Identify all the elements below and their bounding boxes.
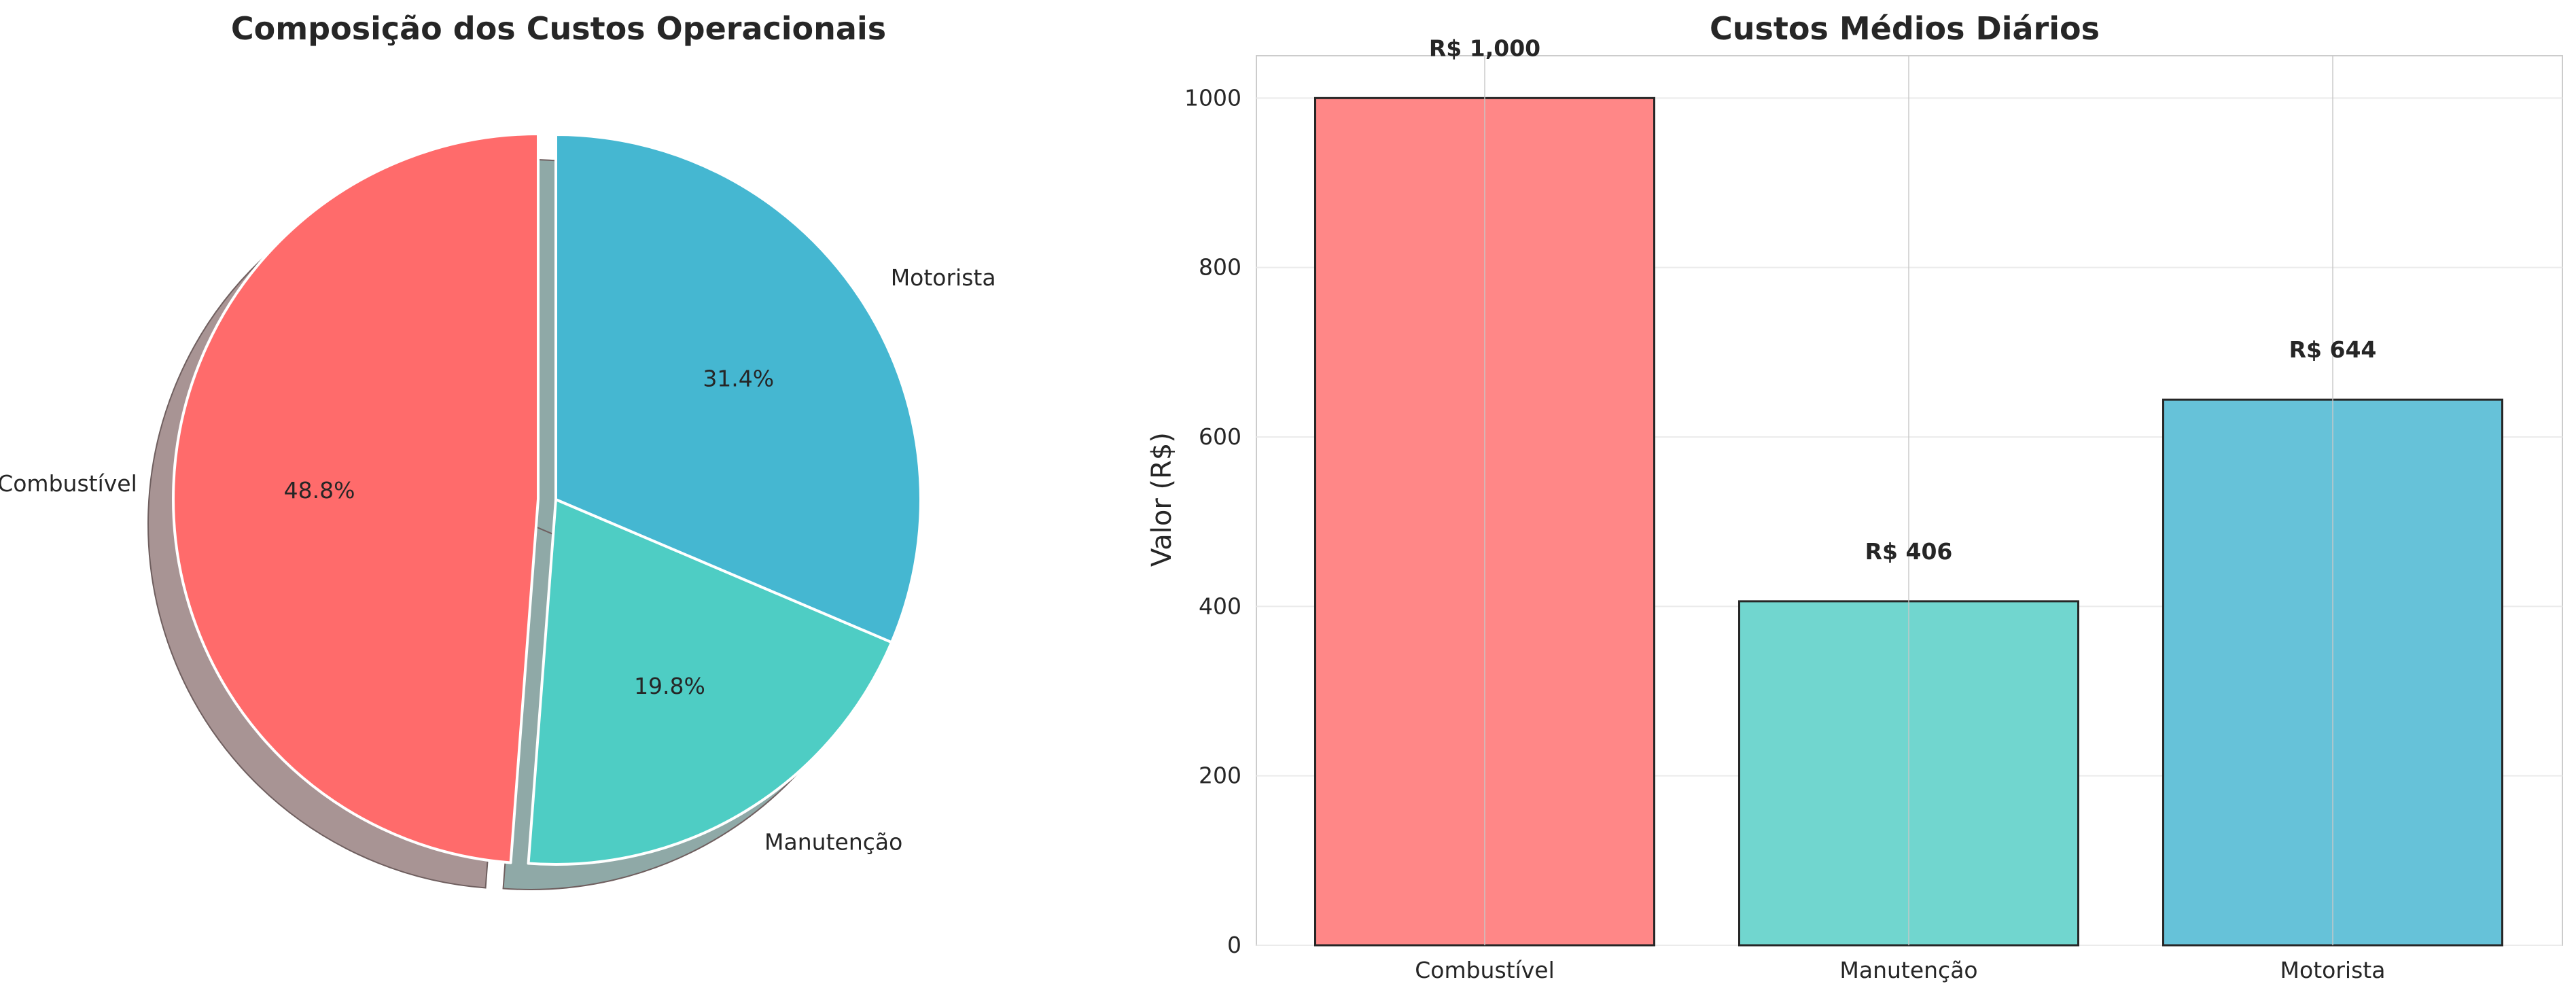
bar-y-tick-label-600: 600: [1199, 423, 1241, 450]
bar-x-tick-label-motorista: Motorista: [2280, 957, 2386, 983]
pie-title: Composição dos Custos Operacionais: [231, 10, 886, 47]
pie-slice-combustivel: [172, 133, 540, 864]
pie-chart: Composição dos Custos Operacionais Combu…: [0, 10, 996, 890]
pie-category-label-combustivel: Combustível: [0, 470, 137, 497]
bar-y-tick-group: 0 200 400 600 800 1000: [1184, 84, 1241, 958]
bar-chart: Custos Médios Diários 02004006008001000 …: [1146, 10, 2563, 983]
pie-percent-label-combustivel: 48.8%: [284, 477, 355, 504]
bar-x-tick-group: Combustível Manutenção Motorista: [1415, 957, 2385, 983]
pie-percent-label-manutencao: 19.8%: [634, 673, 705, 699]
pie-label-group: Combustível Manutenção Motorista 48.8% 1…: [0, 264, 996, 855]
bar-title: Custos Médios Diários: [1710, 10, 2100, 47]
bar-y-tick-label-200: 200: [1199, 762, 1241, 789]
bar-x-tick-label-manutencao: Manutenção: [1839, 957, 1977, 983]
pie-slice-manutencao: [527, 498, 894, 866]
pie-percent-label-motorista: 31.4%: [703, 365, 774, 391]
bar-value-label-motorista: R$ 644: [2289, 336, 2377, 363]
bar-vertical-grid: [1484, 56, 2333, 945]
pie-category-label-motorista: Motorista: [891, 264, 996, 291]
bar-y-tick-label-1000: 1000: [1184, 84, 1241, 111]
pie-slice-motorista: [554, 133, 922, 644]
bar-y-tick-label-0: 0: [1227, 932, 1241, 958]
bar-value-label-group: R$ 1,000 R$ 406 R$ 644: [1429, 35, 2377, 565]
bar-value-label-manutencao: R$ 406: [1865, 538, 1953, 565]
bar-x-tick-label-combustivel: Combustível: [1415, 957, 1555, 983]
bar-value-label-combustivel: R$ 1,000: [1429, 35, 1540, 61]
bar-y-tick-label-400: 400: [1199, 593, 1241, 619]
pie-category-label-manutencao: Manutenção: [764, 829, 902, 856]
bar-y-axis-label: Valor (R$): [1146, 432, 1178, 567]
pie-slice-group: [172, 133, 922, 866]
bar-y-tick-label-800: 800: [1199, 254, 1241, 281]
